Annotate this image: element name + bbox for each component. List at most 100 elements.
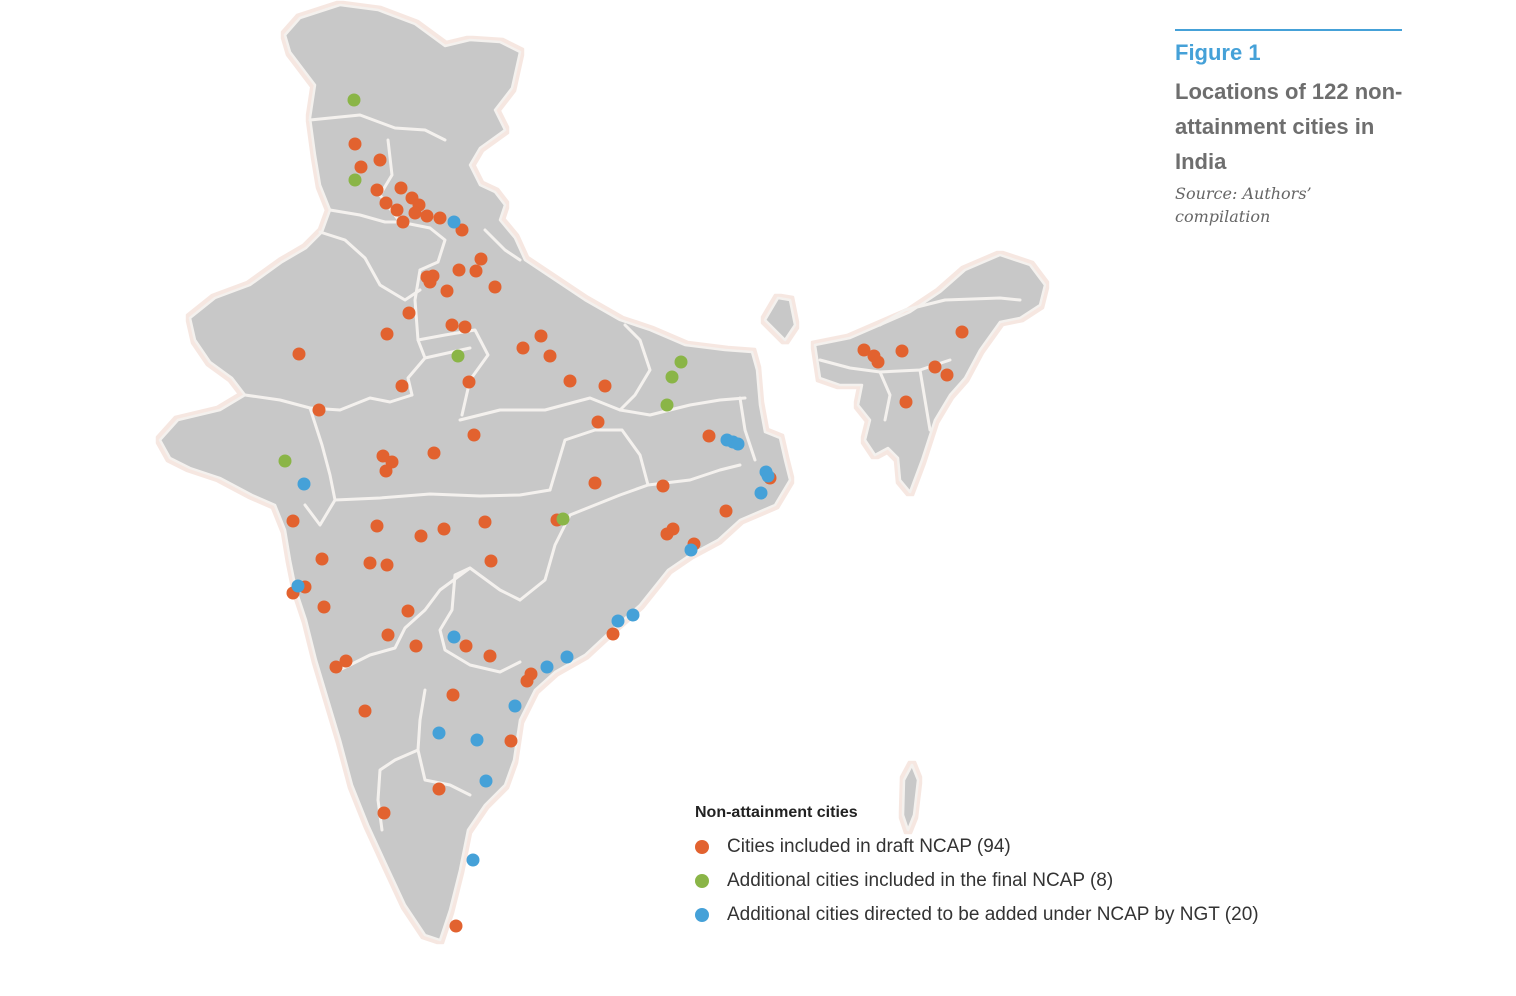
- city-marker-draft: [370, 183, 384, 197]
- city-marker-draft: [702, 429, 716, 443]
- city-marker-draft: [588, 476, 602, 490]
- city-marker-draft: [380, 327, 394, 341]
- city-marker-draft: [467, 428, 481, 442]
- city-marker-draft: [458, 320, 472, 334]
- city-marker-draft: [895, 344, 909, 358]
- city-marker-draft: [462, 375, 476, 389]
- city-marker-draft: [420, 209, 434, 223]
- city-marker-draft: [363, 556, 377, 570]
- city-marker-draft: [474, 252, 488, 266]
- city-marker-draft: [598, 379, 612, 393]
- figure-rule: [1175, 29, 1402, 31]
- city-marker-draft: [928, 360, 942, 374]
- city-marker-final: [348, 173, 362, 187]
- city-marker-draft: [446, 688, 460, 702]
- legend-label-final: Additional cities included in the final …: [727, 870, 1114, 891]
- city-marker-draft: [358, 704, 372, 718]
- figure-source: Source: Authors’ compilation: [1175, 184, 1312, 226]
- city-marker-ngt: [447, 215, 461, 229]
- city-marker-draft: [354, 160, 368, 174]
- city-marker-draft: [381, 628, 395, 642]
- city-marker-draft: [563, 374, 577, 388]
- city-marker-draft: [432, 782, 446, 796]
- legend-item-ngt: Additional cities directed to be added u…: [695, 898, 1259, 932]
- city-marker-ngt: [466, 853, 480, 867]
- city-marker-final: [665, 370, 679, 384]
- city-marker-ngt: [479, 774, 493, 788]
- city-marker-draft: [955, 325, 969, 339]
- city-marker-draft: [394, 181, 408, 195]
- city-marker-ngt: [540, 660, 554, 674]
- figure-label: Figure 1: [1175, 40, 1261, 65]
- state-borders: [243, 113, 1022, 832]
- city-marker-draft: [414, 529, 428, 543]
- city-marker-final: [278, 454, 292, 468]
- city-marker-draft: [339, 654, 353, 668]
- legend-label-draft: Cities included in draft NCAP (94): [727, 836, 1011, 857]
- city-marker-ngt: [560, 650, 574, 664]
- city-marker-draft: [402, 306, 416, 320]
- city-marker-draft: [591, 415, 605, 429]
- city-marker-draft: [483, 649, 497, 663]
- city-marker-ngt: [432, 726, 446, 740]
- city-marker-draft: [520, 674, 534, 688]
- city-marker-draft: [660, 527, 674, 541]
- city-marker-ngt: [731, 437, 745, 451]
- city-marker-draft: [409, 639, 423, 653]
- city-markers: [278, 93, 969, 933]
- city-marker-draft: [656, 479, 670, 493]
- city-marker-draft: [373, 153, 387, 167]
- city-marker-draft: [401, 604, 415, 618]
- city-marker-ngt: [291, 579, 305, 593]
- city-marker-final: [556, 512, 570, 526]
- city-marker-draft: [292, 347, 306, 361]
- legend-swatch-final: [695, 874, 709, 888]
- city-marker-draft: [379, 196, 393, 210]
- city-marker-draft: [440, 284, 454, 298]
- city-marker-draft: [437, 522, 451, 536]
- city-marker-draft: [469, 264, 483, 278]
- city-marker-draft: [312, 403, 326, 417]
- city-marker-draft: [348, 137, 362, 151]
- legend-title: Non-attainment cities: [695, 804, 858, 821]
- city-marker-draft: [455, 223, 469, 237]
- city-marker-draft: [504, 734, 518, 748]
- city-marker-draft: [449, 919, 463, 933]
- city-marker-draft: [396, 215, 410, 229]
- city-marker-final: [660, 398, 674, 412]
- legend-swatch-ngt: [695, 908, 709, 922]
- city-marker-ngt: [470, 733, 484, 747]
- city-marker-draft: [377, 806, 391, 820]
- city-marker-draft: [315, 552, 329, 566]
- city-marker-draft: [329, 660, 343, 674]
- city-marker-draft: [286, 514, 300, 528]
- legend-label-ngt: Additional cities directed to be added u…: [727, 904, 1259, 925]
- city-marker-final: [451, 349, 465, 363]
- city-marker-ngt: [761, 469, 775, 483]
- city-marker-draft: [452, 263, 466, 277]
- legend-item-draft: Cities included in draft NCAP (94): [695, 830, 1259, 864]
- city-marker-draft: [719, 504, 733, 518]
- city-marker-draft: [427, 446, 441, 460]
- legend: Non-attainment cities Cities included in…: [695, 804, 1259, 932]
- city-marker-draft: [940, 368, 954, 382]
- city-marker-draft: [317, 600, 331, 614]
- city-marker-draft: [606, 627, 620, 641]
- city-marker-draft: [857, 343, 871, 357]
- city-marker-ngt: [611, 614, 625, 628]
- india-landmass: [158, 3, 1047, 942]
- city-marker-ngt: [447, 630, 461, 644]
- city-marker-draft: [380, 558, 394, 572]
- city-marker-ngt: [297, 477, 311, 491]
- city-marker-draft: [488, 280, 502, 294]
- city-marker-ngt: [508, 699, 522, 713]
- city-marker-draft: [433, 211, 447, 225]
- city-marker-draft: [484, 554, 498, 568]
- legend-swatch-draft: [695, 840, 709, 854]
- city-marker-final: [674, 355, 688, 369]
- city-marker-draft: [379, 464, 393, 478]
- city-marker-draft: [478, 515, 492, 529]
- city-marker-ngt: [684, 543, 698, 557]
- city-marker-ngt: [626, 608, 640, 622]
